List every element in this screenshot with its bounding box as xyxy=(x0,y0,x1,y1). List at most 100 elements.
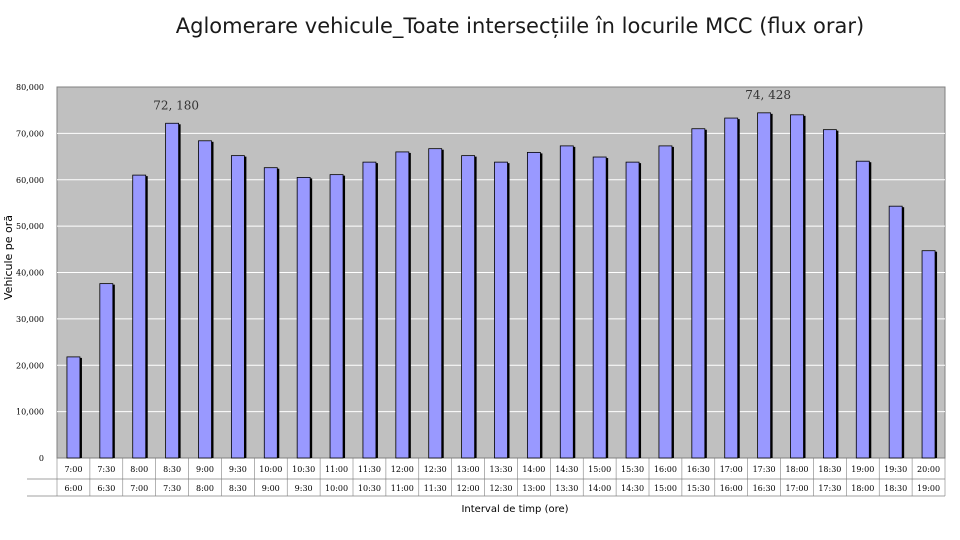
x-tick-label-start: 14:00 xyxy=(588,484,611,493)
x-tick-label-start: 6:00 xyxy=(64,484,82,493)
bar xyxy=(757,112,772,459)
bar-shadow xyxy=(507,163,510,458)
y-tick-label: 30,000 xyxy=(16,315,44,324)
x-tick-label-start: 10:30 xyxy=(358,484,381,493)
x-tick-label-start: 8:30 xyxy=(229,484,247,493)
bar-shadow xyxy=(343,175,346,458)
x-tick-label-end: 9:00 xyxy=(196,465,214,474)
bar-shadow xyxy=(79,357,82,458)
bar xyxy=(395,151,410,459)
x-tick-label-end: 8:00 xyxy=(130,465,148,474)
bar xyxy=(592,156,607,459)
y-tick-label: 60,000 xyxy=(16,176,44,185)
bar-shadow xyxy=(408,152,411,459)
x-tick-label-start: 19:00 xyxy=(917,484,940,493)
bar-shadow xyxy=(375,163,378,458)
y-tick-label: 70,000 xyxy=(16,129,44,138)
x-tick-label-start: 15:00 xyxy=(654,484,677,493)
bar-shadow xyxy=(474,156,477,458)
x-tick-label-end: 14:30 xyxy=(555,465,578,474)
bar xyxy=(724,117,739,459)
bar xyxy=(99,283,114,459)
x-axis-label: Interval de timp (ore) xyxy=(461,504,569,515)
bar xyxy=(461,155,476,459)
x-tick-label-start: 16:00 xyxy=(720,484,743,493)
bar xyxy=(658,145,673,459)
x-tick-label-start: 11:00 xyxy=(391,484,414,493)
y-tick-label: 50,000 xyxy=(16,222,44,231)
x-tick-label-start: 11:30 xyxy=(424,484,447,493)
x-tick-label-start: 16:30 xyxy=(753,484,776,493)
bar-shadow xyxy=(244,156,247,458)
x-tick-label-end: 13:00 xyxy=(457,465,480,474)
x-tick-label-end: 13:30 xyxy=(489,465,512,474)
bar-shadow xyxy=(145,176,148,459)
bar xyxy=(559,145,574,459)
x-tick-label-end: 17:00 xyxy=(720,465,743,474)
bar-shadow xyxy=(737,119,740,458)
bar xyxy=(362,161,377,459)
x-tick-label-start: 10:00 xyxy=(325,484,348,493)
bar xyxy=(855,160,870,459)
bar-shadow xyxy=(935,251,938,458)
bar xyxy=(329,174,344,459)
x-tick-label-start: 7:30 xyxy=(163,484,181,493)
x-tick-label-end: 18:30 xyxy=(818,465,841,474)
annotations: 72, 180 74, 428 xyxy=(153,88,791,112)
y-tick-label: 20,000 xyxy=(16,361,44,370)
bar-shadow xyxy=(277,168,280,458)
x-tick-label-end: 12:00 xyxy=(391,465,414,474)
bar xyxy=(296,177,311,459)
bar-shadow xyxy=(573,146,576,459)
data-label: 72, 180 xyxy=(153,98,199,112)
x-tick-label-start: 18:30 xyxy=(884,484,907,493)
x-tick-label-start: 7:00 xyxy=(130,484,148,493)
x-tick-label-end: 12:30 xyxy=(424,465,447,474)
bar-shadow xyxy=(112,284,115,458)
bar xyxy=(921,250,936,459)
bar xyxy=(888,205,903,459)
bar-shadow xyxy=(310,178,313,458)
bar xyxy=(822,129,837,459)
bars xyxy=(66,112,938,459)
x-tick-label-end: 16:00 xyxy=(654,465,677,474)
bar xyxy=(526,151,541,459)
x-tick-label-end: 17:30 xyxy=(753,465,776,474)
bar xyxy=(230,155,245,459)
bar-shadow xyxy=(704,129,707,459)
x-tick-label-start: 13:30 xyxy=(555,484,578,493)
chart-title: Aglomerare vehicule_Toate intersecțiile … xyxy=(175,14,865,38)
x-tick-label-end: 8:30 xyxy=(163,465,181,474)
bar xyxy=(691,128,706,459)
bar-shadow xyxy=(902,207,905,458)
x-tick-label-end: 9:30 xyxy=(229,465,247,474)
x-tick-label-end: 11:30 xyxy=(358,465,381,474)
x-tick-label-start: 6:30 xyxy=(97,484,115,493)
bar xyxy=(263,167,278,459)
bar-shadow xyxy=(671,146,674,459)
x-tick-label-start: 17:30 xyxy=(818,484,841,493)
x-tick-label-start: 18:00 xyxy=(851,484,874,493)
bar xyxy=(494,161,508,459)
bar xyxy=(132,174,147,459)
bar-shadow xyxy=(869,162,872,458)
y-tick-label: 0 xyxy=(39,454,44,463)
x-tick-label-start: 8:00 xyxy=(196,484,214,493)
bar-shadow xyxy=(639,163,642,458)
bar-shadow xyxy=(540,153,543,459)
x-tick-label-end: 15:30 xyxy=(621,465,644,474)
x-tick-label-end: 7:00 xyxy=(64,465,82,474)
bar-shadow xyxy=(836,130,839,459)
x-tick-label-end: 19:30 xyxy=(884,465,907,474)
bar-shadow xyxy=(770,113,773,458)
bar-shadow xyxy=(606,158,609,458)
x-tick-label-start: 9:00 xyxy=(262,484,280,493)
y-tick-label: 40,000 xyxy=(16,269,44,278)
bar-shadow xyxy=(441,149,444,458)
x-tick-label-end: 16:30 xyxy=(687,465,710,474)
x-tick-label-end: 7:30 xyxy=(97,465,115,474)
bar xyxy=(165,122,180,459)
bar xyxy=(198,140,212,459)
x-tick-label-end: 20:00 xyxy=(917,465,940,474)
